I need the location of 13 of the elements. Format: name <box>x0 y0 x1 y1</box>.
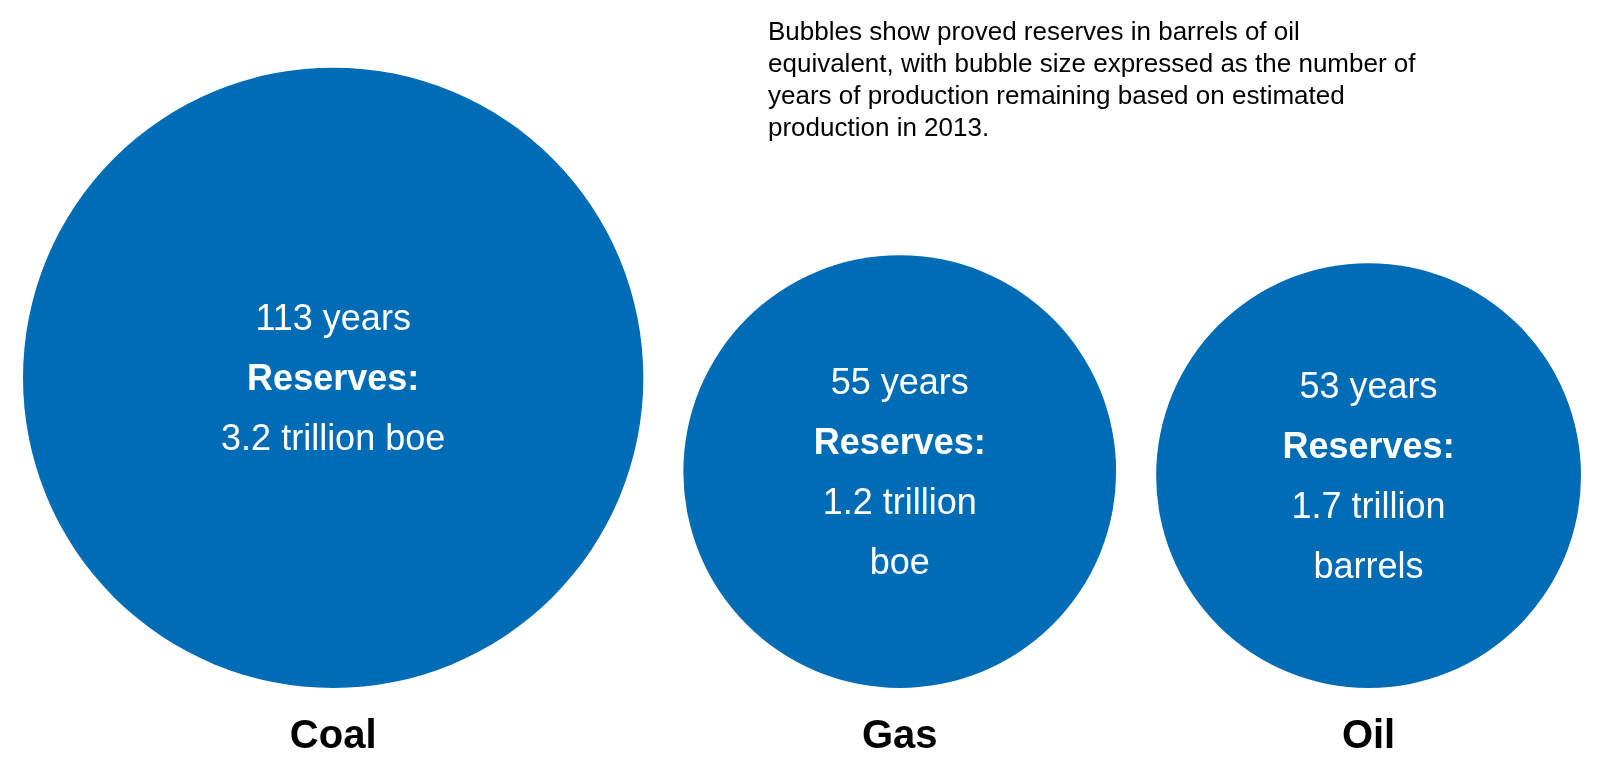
data-label: 113 years <box>255 296 411 338</box>
data-label: 55 years <box>830 360 969 402</box>
text: Reserves: <box>1282 424 1455 466</box>
text: Reserves: <box>813 420 986 462</box>
category-label: Oil <box>1341 712 1396 756</box>
text: 1.7 trillion barrels <box>1291 484 1446 586</box>
text: Reserves: <box>247 356 420 398</box>
text: 3.2 trillion boe <box>221 416 446 458</box>
text: 1.2 trillion boe <box>822 480 977 582</box>
category-label: Coal <box>289 712 377 756</box>
data-label: 53 years <box>1299 364 1438 406</box>
text: Bubbles show proved reserves in barrels of oil equivalent, with bubble size expressed as the number of years of production remaining based on estimated production in 2013. <box>768 16 1417 142</box>
category-label: Gas <box>861 712 938 756</box>
